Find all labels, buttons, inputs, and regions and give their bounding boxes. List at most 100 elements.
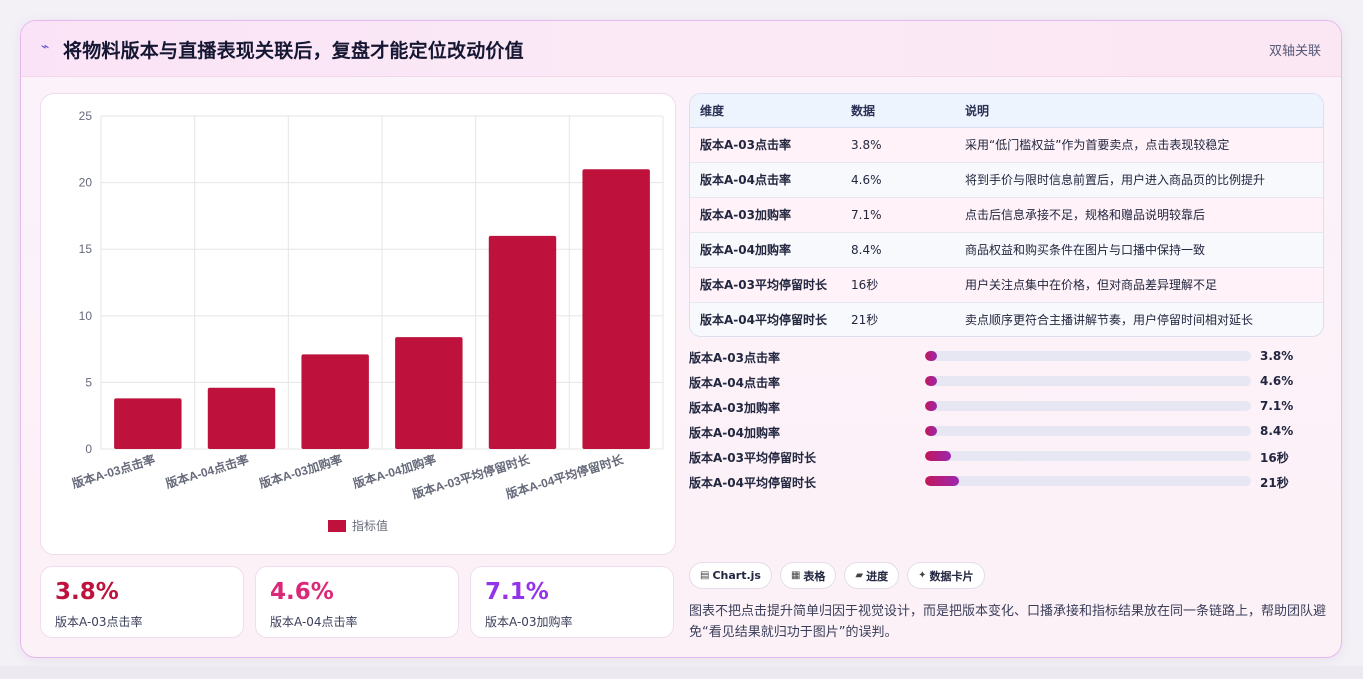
progress-label: 版本A-04加购率	[689, 426, 780, 440]
page-title: 将物料版本与直播表现关联后，复盘才能定位改动价值	[63, 40, 524, 62]
progress-track	[925, 376, 1251, 386]
table-cell: 卖点顺序更符合主播讲解节奏，用户停留时间相对延长	[965, 313, 1254, 327]
bar	[114, 398, 182, 449]
summary-note: 图表不把点击提升简单归因于视觉设计，而是把版本变化、口播承接和指标结果放在同一条…	[689, 604, 1327, 640]
progress-track	[925, 351, 1251, 361]
chip-progress[interactable]: ▰ 进度	[844, 562, 900, 589]
chip-label: 数据卡片	[929, 569, 974, 583]
progress-fill	[925, 476, 960, 486]
table-row: 版本A-04加购率 8.4% 商品权益和购买条件在图片与口播中保持一致	[690, 232, 1323, 267]
table-row: 版本A-03点击率 3.8% 采用“低门槛权益”作为首要卖点，点击表现较稳定	[690, 127, 1323, 162]
table-row: 版本A-03加购率 7.1% 点击后信息承接不足，规格和赠品说明较靠后	[690, 197, 1323, 232]
dashboard-card: ⌁ 将物料版本与直播表现关联后，复盘才能定位改动价值 双轴关联 0 5 10 15 20…	[20, 20, 1342, 658]
chip-label: 表格	[803, 569, 826, 583]
column-header-dimension: 维度	[690, 94, 841, 128]
progress-value: 16秒	[1260, 451, 1289, 465]
table-cell: 21秒	[851, 313, 879, 327]
chip-label: Chart.js	[712, 569, 761, 582]
progress-value: 3.8%	[1260, 349, 1294, 363]
chip-label: 进度	[866, 569, 889, 583]
lightning-icon: ⌁	[41, 39, 50, 55]
tech-chips: ▤ Chart.js ▦ 表格 ▰ 进度 ✦ 数据卡片	[689, 562, 985, 590]
x-tick-label: 版本A-03点击率	[70, 452, 157, 491]
page-bottom-bar	[0, 666, 1363, 679]
progress-value: 21秒	[1260, 476, 1289, 490]
table-cell: 版本A-04点击率	[700, 173, 791, 187]
kpi-card-2: 4.6% 版本A-04点击率	[255, 566, 459, 638]
table-cell: 商品权益和购买条件在图片与口播中保持一致	[965, 243, 1206, 257]
y-tick-label: 10	[79, 309, 93, 323]
table-cell: 3.8%	[851, 137, 882, 152]
y-tick-label: 20	[79, 176, 93, 190]
progress-list: 版本A-03点击率 3.8% 版本A-04点击率 4.6% 版本A-03加购率 …	[689, 349, 1329, 499]
kpi-card-1: 3.8% 版本A-03点击率	[40, 566, 244, 638]
chip-chartjs[interactable]: ▤ Chart.js	[689, 562, 772, 589]
table-cell: 点击后信息承接不足，规格和赠品说明较靠后	[965, 208, 1206, 222]
table-cell: 版本A-03平均停留时长	[700, 278, 827, 292]
table-cell: 8.4%	[851, 242, 882, 257]
bar	[488, 235, 557, 449]
progress-label: 版本A-03加购率	[689, 401, 780, 415]
table-cell: 用户关注点集中在价格，但对商品差异理解不足	[965, 278, 1218, 292]
table-cell: 16秒	[851, 278, 879, 292]
progress-value: 7.1%	[1260, 399, 1294, 413]
progress-label: 版本A-03点击率	[689, 351, 780, 365]
header-tag: 双轴关联	[1268, 44, 1321, 59]
column-header-data: 数据	[841, 94, 955, 128]
progress-value: 8.4%	[1260, 424, 1294, 438]
progress-fill	[925, 401, 938, 411]
sparkle-icon: ✦	[918, 570, 927, 581]
bar	[582, 169, 650, 449]
metrics-table: 维度 数据 说明 版本A-03点击率 3.8% 采用“低门槛权益”作为首要卖点，…	[689, 93, 1324, 337]
table-cell: 7.1%	[851, 207, 882, 222]
bar-chart-panel: 0 5 10 15 20 25 版本A-03点击率 版本A-04点击率 版本A-03加购率 版本A…	[40, 93, 676, 555]
table-row: 版本A-04点击率 4.6% 将到手价与限时信息前置后，用户进入商品页的比例提升	[690, 162, 1323, 197]
progress-fill	[925, 351, 938, 361]
table-row: 版本A-04平均停留时长 21秒 卖点顺序更符合主播讲解节奏，用户停留时间相对延…	[690, 302, 1323, 336]
chart-icon: ▤	[700, 570, 710, 581]
progress-icon: ▰	[855, 570, 864, 581]
progress-row: 版本A-03点击率 3.8%	[689, 349, 1329, 374]
progress-label: 版本A-04点击率	[689, 376, 780, 390]
table-cell: 版本A-04加购率	[700, 243, 791, 257]
table-cell: 4.6%	[851, 172, 882, 187]
table-cell: 将到手价与限时信息前置后，用户进入商品页的比例提升	[965, 173, 1266, 187]
y-tick-label: 15	[79, 242, 93, 256]
progress-value: 4.6%	[1260, 374, 1294, 388]
progress-row: 版本A-03平均停留时长 16秒	[689, 449, 1329, 474]
progress-track	[925, 451, 1251, 461]
chip-table[interactable]: ▦ 表格	[779, 562, 837, 589]
legend-label: 指标值	[352, 518, 388, 533]
kpi-value: 3.8%	[55, 579, 119, 605]
kpi-card-3: 7.1% 版本A-03加购率	[470, 566, 674, 638]
progress-row: 版本A-03加购率 7.1%	[689, 399, 1329, 424]
bar	[207, 387, 276, 449]
progress-track	[925, 401, 1251, 411]
kpi-value: 4.6%	[270, 579, 334, 605]
progress-fill	[925, 426, 938, 436]
card-header: ⌁ 将物料版本与直播表现关联后，复盘才能定位改动价值 双轴关联	[21, 21, 1341, 77]
progress-row: 版本A-04平均停留时长 21秒	[689, 474, 1329, 499]
kpi-label: 版本A-03点击率	[55, 615, 143, 629]
x-tick-label: 版本A-03加购率	[257, 452, 344, 491]
progress-label: 版本A-03平均停留时长	[689, 451, 816, 465]
table-cell: 版本A-03点击率	[700, 138, 791, 152]
table-cell: 版本A-04平均停留时长	[700, 313, 827, 327]
table-row: 版本A-03平均停留时长 16秒 用户关注点集中在价格，但对商品差异理解不足	[690, 267, 1323, 302]
y-tick-label: 0	[85, 442, 92, 456]
legend-swatch	[328, 520, 346, 532]
y-tick-label: 25	[79, 109, 93, 123]
progress-fill	[925, 376, 938, 386]
y-tick-label: 5	[85, 375, 92, 389]
bar	[301, 354, 369, 449]
table-cell: 采用“低门槛权益”作为首要卖点，点击表现较稳定	[965, 138, 1230, 152]
progress-row: 版本A-04加购率 8.4%	[689, 424, 1329, 449]
column-header-description: 说明	[955, 94, 1323, 128]
kpi-value: 7.1%	[485, 579, 549, 605]
progress-row: 版本A-04点击率 4.6%	[689, 374, 1329, 399]
chip-data-card[interactable]: ✦ 数据卡片	[907, 562, 985, 589]
progress-label: 版本A-04平均停留时长	[689, 476, 816, 490]
progress-fill	[925, 451, 952, 461]
table-icon: ▦	[790, 570, 801, 581]
